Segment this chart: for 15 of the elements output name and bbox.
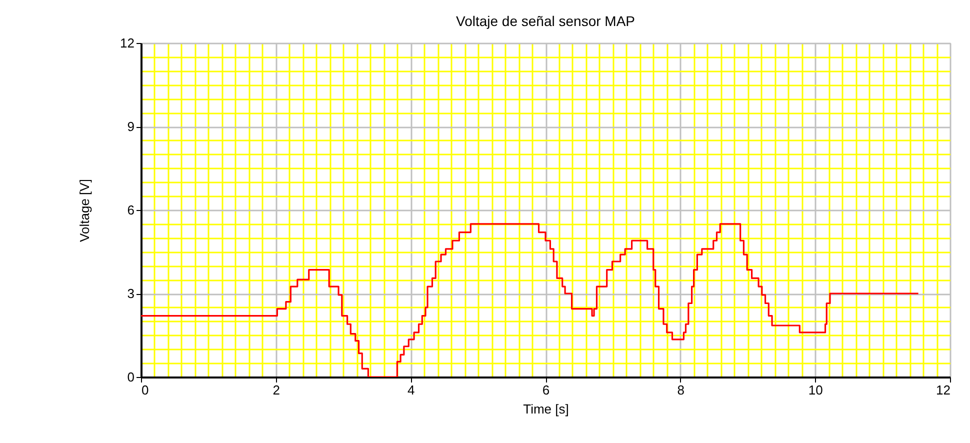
y-tick-label: 9: [127, 119, 134, 134]
y-tick-label: 3: [127, 286, 134, 301]
x-tick-label: 2: [272, 382, 280, 398]
x-axis-title: Time [s]: [523, 402, 569, 416]
x-tick-label: 12: [936, 382, 950, 398]
x-tick-label: 6: [542, 382, 550, 398]
y-tick-label: 0: [127, 370, 134, 384]
x-tick-label: 0: [142, 382, 149, 398]
y-axis-title: Voltage [V]: [77, 179, 92, 242]
y-tick-label: 6: [127, 202, 134, 218]
chart-title: Voltaje de señal sensor MAP: [456, 13, 635, 29]
x-tick-label: 4: [408, 382, 415, 398]
x-tick-label: 8: [677, 382, 684, 398]
x-tick-label: 10: [808, 382, 823, 398]
y-tick-label: 12: [120, 36, 134, 50]
